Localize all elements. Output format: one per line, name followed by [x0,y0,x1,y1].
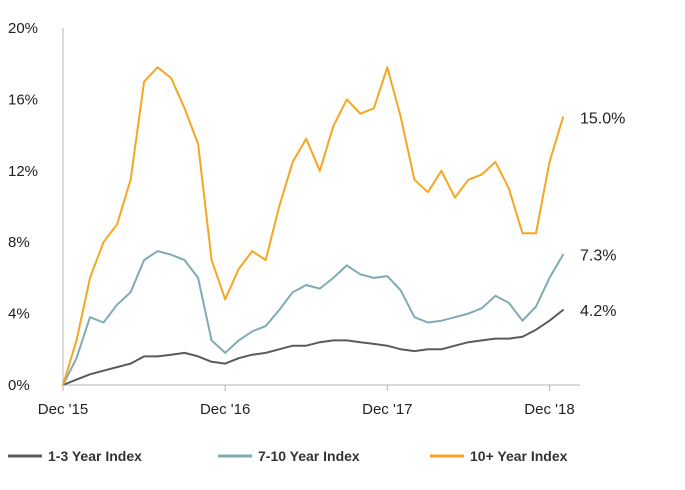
end-label-2: 7.3% [580,248,616,265]
chart-axes [62,28,580,386]
x-tick-label: Dec '18 [524,401,574,418]
y-tick-label: 12% [8,163,38,180]
series-line-2 [62,250,564,386]
end-label-3: 15.0% [580,110,625,127]
series-lines [62,66,564,386]
end-labels: 4.2% 7.3% 15.0% [580,110,625,320]
y-tick-label: 8% [8,234,30,251]
series-line-3 [62,66,564,386]
series-line-1 [62,309,564,386]
x-tick-label: Dec '17 [362,401,412,418]
legend: 1-3 Year Index 7-10 Year Index 10+ Year In… [8,448,568,464]
y-tick-label: 16% [8,91,38,108]
x-tick-label: Dec '16 [200,401,250,418]
legend-label: 7-10 Year Index [258,448,360,464]
y-tick-label: 20% [8,20,38,37]
end-label-1: 4.2% [580,303,616,320]
x-tick-label: Dec '15 [38,401,88,418]
y-tick-label: 0% [8,377,30,394]
y-tick-label: 4% [8,306,30,323]
legend-label: 1-3 Year Index [48,448,142,464]
legend-label: 10+ Year Index [470,448,568,464]
x-tick-labels: Dec '15 Dec '16 Dec '17 Dec '18 [38,385,575,418]
y-tick-labels: 0% 4% 8% 12% 16% 20% [8,20,38,394]
